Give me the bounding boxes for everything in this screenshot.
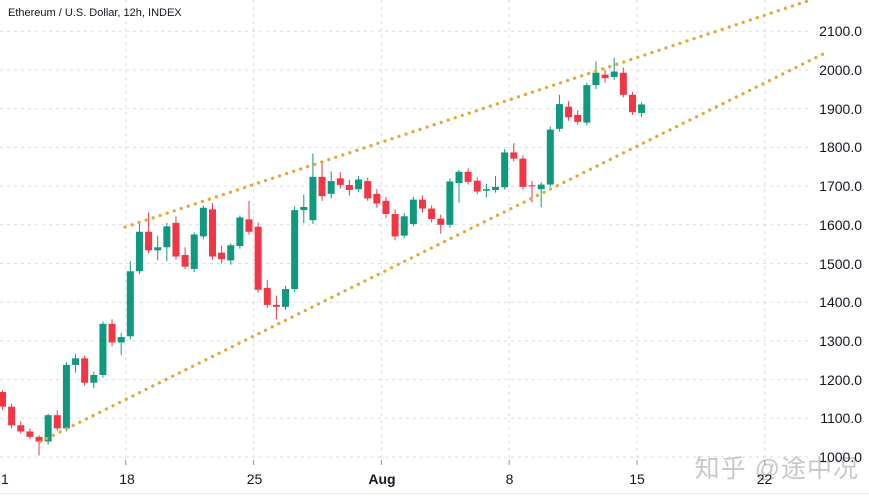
- up-candle-body: [610, 71, 618, 77]
- up-candle-body: [555, 104, 563, 129]
- down-candle-body: [437, 218, 445, 225]
- down-candle-body: [318, 176, 326, 197]
- down-candle-body: [0, 391, 6, 407]
- down-candle-body: [601, 74, 609, 79]
- down-candle-body: [145, 231, 153, 251]
- up-candle-body: [282, 289, 290, 307]
- price-axis[interactable]: 2100.0 2000.0 1900.0 1800.0 1700.0 1600.0 1500…: [805, 0, 869, 466]
- down-candle-body: [218, 252, 226, 260]
- time-axis[interactable]: 1 18 25 Aug 8 15 22: [0, 466, 869, 494]
- down-candle-body: [245, 219, 253, 232]
- down-candle-body: [428, 208, 436, 219]
- up-candle-body: [117, 337, 125, 343]
- up-candle-body: [62, 364, 70, 429]
- down-candle-body: [336, 178, 344, 185]
- up-candle-body: [227, 245, 235, 261]
- price-tick-label: 2100.0: [819, 23, 862, 40]
- down-candle-body: [345, 184, 353, 190]
- up-candle-body: [126, 271, 134, 337]
- up-candle-body: [163, 226, 171, 248]
- up-candle-body: [501, 152, 509, 188]
- down-candle-body: [181, 254, 189, 267]
- price-tick-label: 1300.0: [819, 332, 862, 349]
- down-candle-body: [619, 72, 627, 95]
- price-tick-label: 1400.0: [819, 294, 862, 311]
- up-candle-body: [190, 234, 198, 269]
- price-tick-label: 1100.0: [820, 410, 862, 427]
- price-tick-label: 1500.0: [819, 255, 862, 272]
- down-candle-body: [565, 106, 573, 118]
- down-candle-body: [17, 425, 25, 432]
- down-candle-body: [391, 213, 399, 237]
- down-candle-body: [473, 180, 481, 192]
- down-candle-body: [254, 226, 262, 290]
- price-tick-label: 1200.0: [819, 371, 862, 388]
- up-candle-body: [583, 85, 591, 123]
- price-tick-label: 1900.0: [819, 100, 862, 117]
- zhihu-watermark: 知乎 @途中况: [694, 455, 859, 483]
- time-tick-label: 15: [629, 471, 645, 487]
- down-candle-body: [628, 94, 636, 113]
- up-candle-body: [400, 216, 408, 236]
- time-tick-label: Aug: [368, 471, 396, 487]
- up-candle-body: [482, 189, 490, 191]
- down-candle-body: [172, 222, 180, 257]
- down-candle-body: [574, 114, 582, 122]
- up-candle-body: [236, 217, 244, 247]
- up-candle-body: [135, 231, 143, 272]
- up-candle-body: [300, 206, 308, 211]
- up-candle-body: [446, 181, 454, 225]
- price-tick-label: 1700.0: [819, 178, 862, 195]
- up-candle-body: [455, 171, 463, 184]
- up-candle-body: [537, 184, 545, 190]
- price-tick-label: 2000.0: [819, 62, 862, 78]
- down-candle-body: [26, 431, 34, 437]
- up-candle-body: [90, 374, 98, 383]
- down-candle-body: [418, 199, 426, 209]
- price-tick-label: 1000.0: [819, 449, 862, 465]
- down-candle-body: [364, 181, 372, 199]
- up-candle-body: [309, 176, 317, 221]
- down-candle-body: [382, 200, 390, 214]
- chart-title: Ethereum / U.S. Dollar, 12h, INDEX: [8, 7, 182, 19]
- time-tick-label: 22: [756, 471, 773, 487]
- time-tick-label: 8: [505, 471, 514, 487]
- time-tick-label: 1: [1, 471, 9, 487]
- time-tick-label: 25: [246, 471, 263, 487]
- up-candle-body: [154, 247, 162, 251]
- down-candle-body: [528, 185, 536, 187]
- down-candle-body: [208, 209, 216, 257]
- up-candle-body: [327, 181, 335, 194]
- candlestick-chart[interactable]: [0, 0, 869, 466]
- down-candle-body: [81, 358, 89, 383]
- up-candle-body: [199, 207, 207, 237]
- down-candle-body: [108, 323, 116, 343]
- down-candle-body: [519, 158, 527, 187]
- down-candle-body: [373, 193, 381, 204]
- down-candle-body: [272, 304, 280, 307]
- down-candle-body: [464, 171, 472, 182]
- time-tick-label: 18: [119, 471, 135, 487]
- up-candle-body: [492, 186, 500, 190]
- trend-channel-upper-line[interactable]: [123, 0, 814, 229]
- up-candle-body: [99, 323, 107, 375]
- axis-frame-line: [0, 493, 869, 494]
- price-tick-label: 1600.0: [819, 216, 862, 233]
- up-candle-body: [291, 210, 299, 290]
- up-candle-body: [592, 72, 600, 86]
- down-candle-body: [263, 287, 271, 305]
- down-candle-body: [53, 415, 61, 429]
- down-candle-body: [510, 152, 518, 159]
- up-candle-body: [638, 104, 646, 113]
- price-tick-label: 1800.0: [819, 139, 862, 156]
- down-candle-body: [35, 436, 43, 442]
- up-candle-body: [355, 179, 363, 190]
- up-candle-body: [546, 129, 554, 185]
- up-candle-body: [44, 415, 52, 442]
- up-candle-body: [72, 358, 80, 365]
- up-candle-body: [409, 199, 417, 225]
- down-candle-body: [8, 406, 16, 426]
